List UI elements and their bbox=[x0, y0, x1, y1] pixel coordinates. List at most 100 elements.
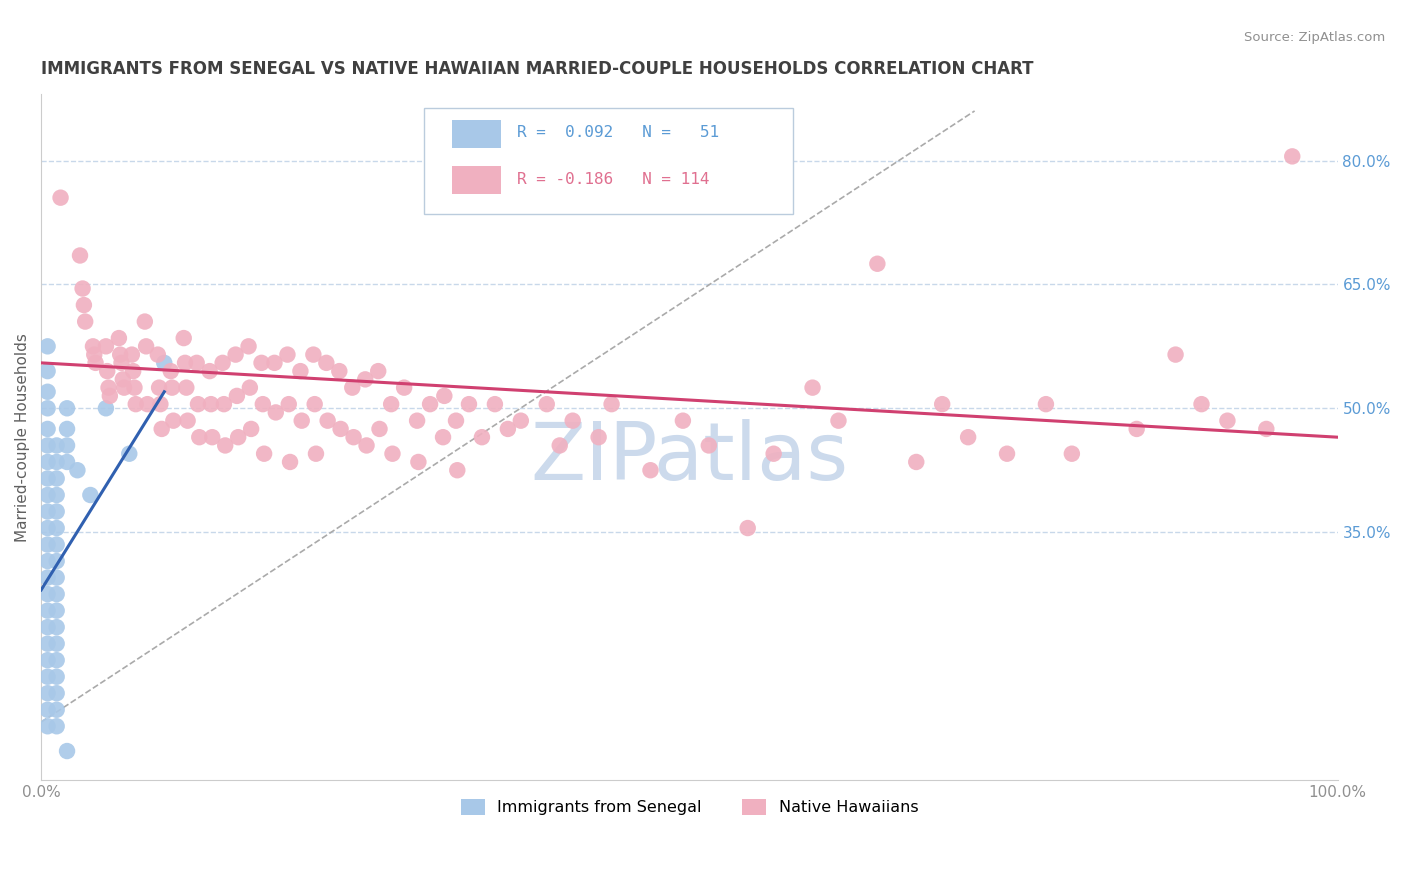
Point bbox=[446, 463, 468, 477]
Point bbox=[305, 447, 328, 461]
Point bbox=[37, 339, 59, 353]
Point bbox=[136, 397, 159, 411]
Point bbox=[45, 620, 67, 634]
Point bbox=[108, 331, 131, 345]
Point bbox=[211, 356, 233, 370]
Point bbox=[45, 521, 67, 535]
Point bbox=[37, 719, 59, 733]
Point bbox=[250, 356, 273, 370]
Point bbox=[188, 430, 211, 444]
Point bbox=[240, 422, 263, 436]
Point bbox=[433, 389, 456, 403]
Point bbox=[37, 686, 59, 700]
Point bbox=[432, 430, 454, 444]
Point bbox=[536, 397, 558, 411]
Point bbox=[239, 381, 262, 395]
Point bbox=[98, 389, 121, 403]
Point bbox=[37, 587, 59, 601]
Point bbox=[381, 447, 404, 461]
Point bbox=[672, 414, 695, 428]
Point bbox=[1216, 414, 1239, 428]
FancyBboxPatch shape bbox=[453, 120, 502, 148]
Point bbox=[173, 331, 195, 345]
Point bbox=[905, 455, 928, 469]
Point bbox=[252, 397, 274, 411]
Point bbox=[82, 339, 104, 353]
Point bbox=[368, 422, 391, 436]
Point bbox=[45, 587, 67, 601]
Point bbox=[45, 703, 67, 717]
Point bbox=[762, 447, 785, 461]
Point bbox=[94, 339, 117, 353]
Point bbox=[121, 348, 143, 362]
Point bbox=[37, 521, 59, 535]
Point bbox=[112, 381, 135, 395]
Point bbox=[315, 356, 337, 370]
Point bbox=[176, 381, 198, 395]
Point bbox=[83, 348, 105, 362]
Point bbox=[509, 414, 531, 428]
Point bbox=[37, 637, 59, 651]
Point bbox=[201, 430, 224, 444]
Point bbox=[97, 381, 120, 395]
Text: R =  0.092   N =   51: R = 0.092 N = 51 bbox=[517, 125, 718, 140]
Point bbox=[159, 364, 181, 378]
Point bbox=[212, 397, 235, 411]
Point bbox=[484, 397, 506, 411]
Point bbox=[79, 488, 101, 502]
Point bbox=[995, 447, 1018, 461]
Point bbox=[37, 554, 59, 568]
Point bbox=[56, 744, 79, 758]
Point bbox=[225, 348, 247, 362]
Point bbox=[1125, 422, 1147, 436]
Point bbox=[56, 401, 79, 416]
Point bbox=[278, 455, 301, 469]
Point bbox=[277, 397, 299, 411]
Point bbox=[304, 397, 326, 411]
Point bbox=[45, 471, 67, 485]
Point bbox=[1281, 149, 1303, 163]
Point bbox=[118, 447, 141, 461]
Point bbox=[45, 686, 67, 700]
Point bbox=[37, 537, 59, 551]
Point bbox=[108, 348, 131, 362]
Legend: Immigrants from Senegal, Native Hawaiians: Immigrants from Senegal, Native Hawaiian… bbox=[453, 791, 927, 823]
Point bbox=[253, 447, 276, 461]
FancyBboxPatch shape bbox=[423, 108, 793, 214]
Point bbox=[316, 414, 339, 428]
Point bbox=[49, 191, 72, 205]
Point bbox=[124, 381, 146, 395]
Point bbox=[37, 504, 59, 518]
FancyBboxPatch shape bbox=[453, 167, 502, 194]
Point bbox=[458, 397, 481, 411]
Point bbox=[302, 348, 325, 362]
Point bbox=[45, 604, 67, 618]
Point bbox=[56, 438, 79, 452]
Point bbox=[96, 364, 118, 378]
Point bbox=[276, 348, 298, 362]
Point bbox=[419, 397, 441, 411]
Point bbox=[45, 488, 67, 502]
Point bbox=[1035, 397, 1057, 411]
Point bbox=[37, 422, 59, 436]
Text: ZIPatlas: ZIPatlas bbox=[530, 418, 848, 497]
Point bbox=[146, 348, 169, 362]
Point bbox=[73, 298, 96, 312]
Point bbox=[354, 372, 377, 386]
Point bbox=[45, 719, 67, 733]
Point bbox=[37, 455, 59, 469]
Point bbox=[367, 364, 389, 378]
Point bbox=[37, 653, 59, 667]
Point bbox=[225, 389, 247, 403]
Point bbox=[187, 397, 209, 411]
Point bbox=[214, 438, 236, 452]
Point bbox=[801, 381, 824, 395]
Point bbox=[72, 281, 94, 295]
Point bbox=[45, 637, 67, 651]
Point bbox=[45, 438, 67, 452]
Point bbox=[148, 381, 170, 395]
Point bbox=[56, 455, 79, 469]
Point bbox=[471, 430, 494, 444]
Point bbox=[200, 397, 222, 411]
Point bbox=[45, 455, 67, 469]
